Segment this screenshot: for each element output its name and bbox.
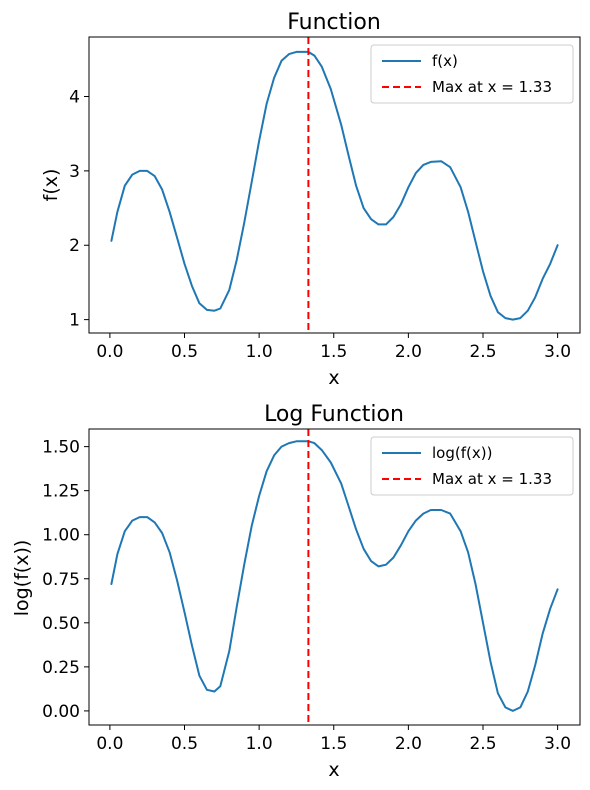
series-line	[110, 50, 559, 321]
y-tick-label: 0.75	[42, 570, 80, 590]
plot-frame	[88, 36, 581, 334]
y-tick-label: 0.50	[42, 614, 80, 634]
legend-label-series-1: log(f(x))	[432, 444, 492, 462]
x-tick-label: 3.0	[544, 342, 571, 362]
log-function-chart: Log Function x log(f(x)) 0.0 0.5 1.0 1.5 2.0…	[11, 402, 581, 781]
legend-box	[370, 436, 574, 496]
x-axis-label: x	[328, 367, 339, 389]
series-line	[110, 440, 559, 712]
chart-title: Function	[287, 10, 381, 35]
legend-label-series-1: f(x)	[432, 52, 458, 70]
x-tick-label: 0.5	[171, 734, 198, 754]
y-axis-label: f(x)	[40, 169, 62, 202]
y-tick-label: 1.25	[42, 482, 80, 502]
chart-title: Log Function	[264, 402, 404, 427]
x-tick-label: 0.0	[96, 734, 123, 754]
x-tick-label: 1.0	[246, 342, 273, 362]
x-tick-label: 1.5	[320, 342, 347, 362]
legend-label-series-2: Max at x = 1.33	[432, 470, 552, 488]
x-tick-label: 2.5	[469, 342, 496, 362]
legend-box	[370, 44, 574, 104]
y-tick-label: 0.25	[42, 658, 80, 678]
x-tick-label: 0.0	[96, 342, 123, 362]
x-tick-label: 3.0	[544, 734, 571, 754]
y-tick-label: 3	[69, 162, 80, 182]
x-tick-label: 1.5	[320, 734, 347, 754]
y-tick-label: 1.50	[42, 438, 80, 458]
y-tick-label: 0.00	[42, 702, 80, 722]
function-chart: Function x f(x) 0.0 0.5 1.0 1.5 2.0 2.5 3.0 1 2 3…	[40, 10, 581, 389]
x-tick-label: 1.0	[246, 734, 273, 754]
y-tick-label: 1.00	[42, 526, 80, 546]
y-axis-label: log(f(x))	[11, 540, 33, 617]
x-tick-label: 2.0	[395, 342, 422, 362]
legend: f(x) Max at x = 1.33	[370, 44, 574, 104]
x-tick-label: 0.5	[171, 342, 198, 362]
legend-label-series-2: Max at x = 1.33	[432, 78, 552, 96]
x-tick-label: 2.5	[469, 734, 496, 754]
x-axis-label: x	[328, 759, 339, 781]
plot-frame	[88, 428, 581, 726]
y-tick-label: 1	[69, 311, 80, 331]
y-tick-label: 2	[69, 236, 80, 256]
x-tick-label: 2.0	[395, 734, 422, 754]
legend: log(f(x)) Max at x = 1.33	[370, 436, 574, 496]
y-tick-label: 4	[69, 87, 80, 107]
